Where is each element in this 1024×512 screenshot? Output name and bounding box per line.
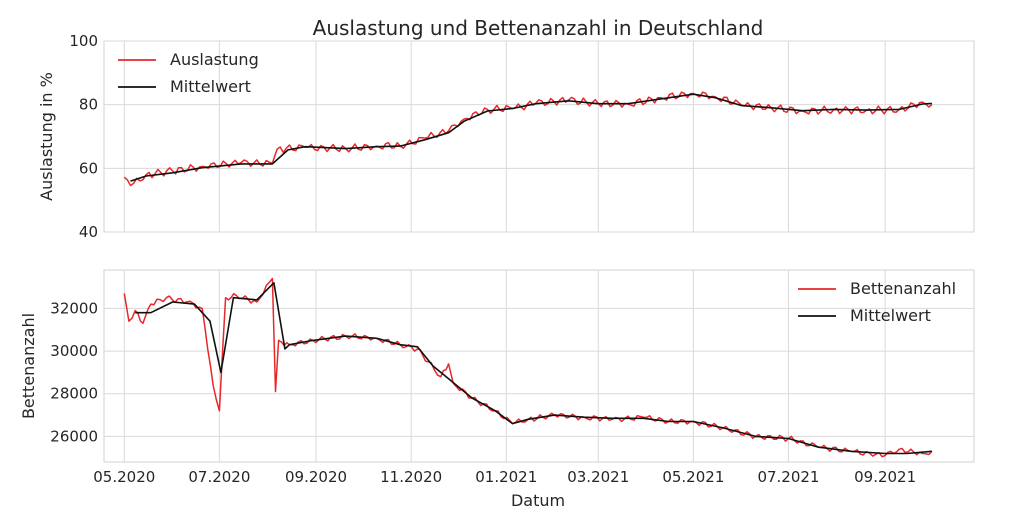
y-tick-label: 100 [69, 32, 98, 50]
x-axis-label: Datum [511, 491, 565, 510]
y-tick-label: 40 [79, 223, 98, 241]
y-axis-label: Bettenanzahl [19, 313, 38, 419]
legend-label: Mittelwert [850, 306, 931, 325]
x-tick-label: 09.2021 [854, 468, 916, 486]
series-line-mittelwert [135, 282, 932, 455]
y-axis-label: Auslastung in % [37, 72, 56, 201]
series-line-bettenanzahl [123, 277, 933, 458]
y-tick-label: 26000 [50, 427, 98, 445]
x-tick-label: 07.2020 [188, 468, 250, 486]
y-tick-label: 80 [79, 96, 98, 114]
x-tick-label: 09.2020 [285, 468, 347, 486]
y-tick-label: 32000 [50, 299, 98, 317]
y-tick-label: 60 [79, 159, 98, 177]
chart-title: Auslastung und Bettenanzahl in Deutschla… [313, 16, 764, 40]
legend-label: Bettenanzahl [850, 279, 956, 298]
x-tick-label: 05.2021 [662, 468, 724, 486]
x-tick-label: 11.2020 [380, 468, 442, 486]
x-tick-label: 03.2021 [567, 468, 629, 486]
series-line-auslastung [123, 91, 933, 187]
x-tick-label: 01.2021 [475, 468, 537, 486]
y-tick-label: 28000 [50, 385, 98, 403]
x-tick-label: 07.2021 [757, 468, 819, 486]
series-line-mittelwert [130, 93, 932, 182]
legend-label: Mittelwert [170, 77, 251, 96]
panel-occupancy: 40 60 80 100 Auslastung in % Auslastung Mittel… [37, 32, 975, 241]
y-tick-label: 30000 [50, 342, 98, 360]
legend-label: Auslastung [170, 50, 259, 69]
plot-area [103, 269, 975, 463]
panel-beds: 26000 28000 30000 32000 Bettenanzahl Bettenan… [19, 269, 975, 510]
x-tick-label: 05.2020 [93, 468, 155, 486]
plot-area [103, 40, 975, 233]
